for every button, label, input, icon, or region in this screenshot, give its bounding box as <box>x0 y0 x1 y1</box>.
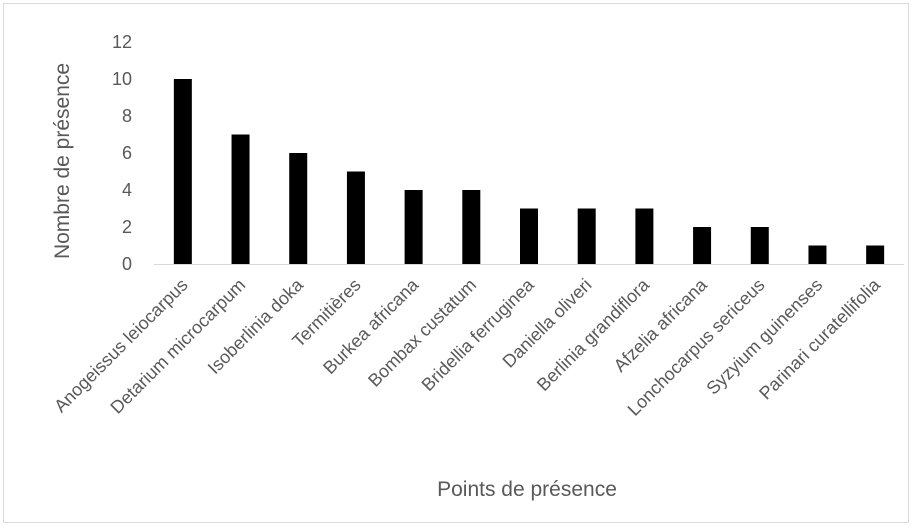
x-axis-title: Points de présence <box>437 478 617 501</box>
bar-chart: 0 2 4 6 8 10 12 Anogeissus leiocarpusDetarium … <box>50 32 904 501</box>
bars <box>173 79 885 264</box>
y-tick-label: 4 <box>122 180 132 200</box>
bar <box>462 190 481 264</box>
y-tick-label: 2 <box>122 217 132 237</box>
x-tick-label: Bombax custatum <box>364 275 480 391</box>
bar <box>346 171 365 264</box>
y-tick-label: 8 <box>122 106 132 126</box>
y-tick-label: 6 <box>122 143 132 163</box>
bar <box>173 79 192 264</box>
bar <box>635 208 654 264</box>
bar <box>866 245 885 264</box>
y-tick-label: 10 <box>112 69 132 89</box>
y-axis-title: Nombre de présence <box>51 63 74 259</box>
chart-area: 0 2 4 6 8 10 12 Anogeissus leiocarpus Detarium … <box>3 3 909 523</box>
bar <box>231 134 250 264</box>
bar <box>289 153 308 264</box>
bar <box>750 227 769 264</box>
bar <box>693 227 712 264</box>
y-axis-ticks: 0 2 4 6 8 10 12 <box>112 32 132 274</box>
y-tick-label: 12 <box>112 32 132 52</box>
bar <box>520 208 538 264</box>
bar <box>577 208 596 264</box>
bar <box>404 190 423 264</box>
y-tick-label: 0 <box>122 254 132 274</box>
bar <box>808 245 827 264</box>
